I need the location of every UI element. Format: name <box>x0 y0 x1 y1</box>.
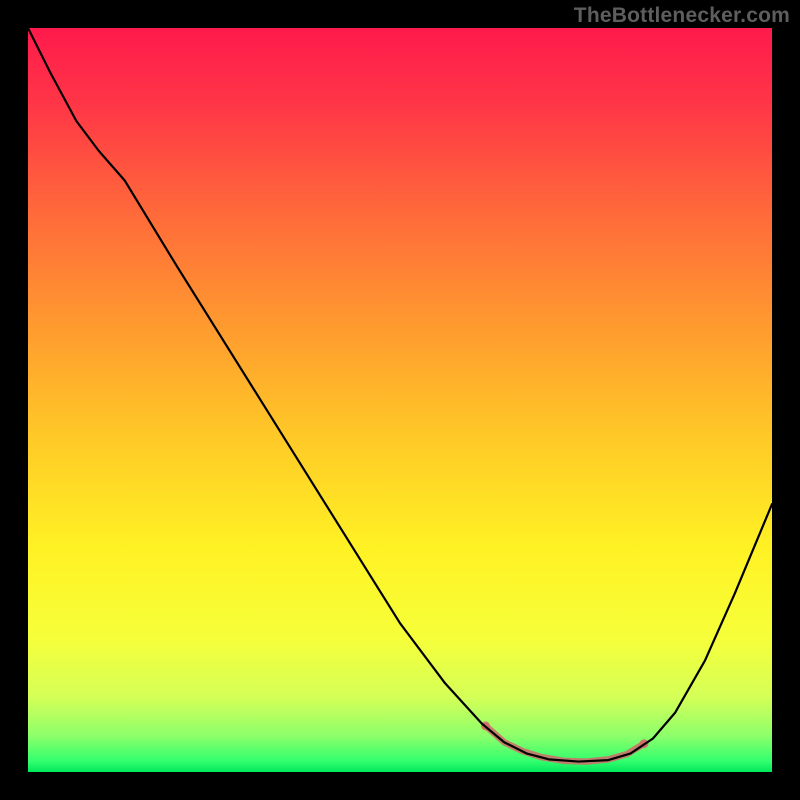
watermark-text: TheBottlenecker.com <box>574 4 790 28</box>
bottleneck-curve <box>28 28 772 762</box>
plot-area <box>28 28 772 772</box>
curve-layer <box>28 28 772 772</box>
